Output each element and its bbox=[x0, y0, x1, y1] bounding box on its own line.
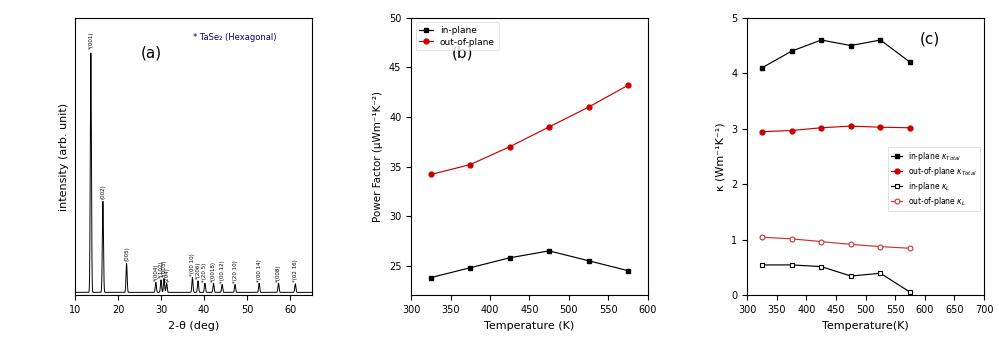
out-of-plane $\kappa_{L}$ bbox=[845, 242, 857, 246]
in-plane bbox=[425, 276, 437, 280]
Text: (005): (005) bbox=[124, 246, 129, 261]
out-of-plane bbox=[622, 83, 634, 87]
in-plane $\kappa_{L}$ bbox=[815, 265, 827, 269]
Line: in-plane $\kappa_{L}$: in-plane $\kappa_{L}$ bbox=[759, 262, 912, 294]
Text: *(004): *(004) bbox=[154, 263, 159, 281]
Text: *(001): *(001) bbox=[88, 31, 93, 49]
Text: (c): (c) bbox=[920, 32, 940, 47]
in-plane bbox=[622, 268, 634, 273]
Text: (204): (204) bbox=[164, 267, 169, 282]
out-of-plane $\kappa_{Total}$ bbox=[845, 124, 857, 128]
out-of-plane $\kappa_{Total}$ bbox=[874, 125, 886, 129]
Text: *(008): *(008) bbox=[276, 264, 281, 282]
Text: * TaSe₂ (Hexagonal): * TaSe₂ (Hexagonal) bbox=[193, 33, 277, 42]
out-of-plane $\kappa_{L}$ bbox=[874, 245, 886, 249]
out-of-plane $\kappa_{Total}$ bbox=[785, 129, 797, 133]
X-axis label: Temperature (K): Temperature (K) bbox=[485, 321, 574, 331]
in-plane bbox=[543, 249, 555, 253]
in-plane $\kappa_{L}$ bbox=[904, 290, 916, 294]
in-plane $\kappa_{L}$ bbox=[785, 263, 797, 267]
Line: out-of-plane: out-of-plane bbox=[429, 83, 630, 177]
Text: *(102): *(102) bbox=[159, 261, 164, 278]
in-plane $\kappa_{Total}$ bbox=[904, 60, 916, 64]
out-of-plane bbox=[465, 162, 477, 167]
Text: *(00 10): *(00 10) bbox=[190, 253, 195, 276]
out-of-plane $\kappa_{L}$ bbox=[785, 237, 797, 241]
in-plane $\kappa_{L}$ bbox=[756, 263, 768, 267]
Y-axis label: intensity (arb. unit): intensity (arb. unit) bbox=[59, 103, 69, 211]
Text: *(00 12): *(00 12) bbox=[220, 260, 225, 283]
Text: *(00 14): *(00 14) bbox=[257, 259, 262, 282]
Text: *(02 16): *(02 16) bbox=[293, 259, 298, 282]
Legend: in-plane $\kappa_{Total}$, out-of-plane $\kappa_{Total}$, in-plane $\kappa_{L}$,: in-plane $\kappa_{Total}$, out-of-plane … bbox=[888, 147, 980, 211]
Text: *(0018): *(0018) bbox=[211, 261, 216, 282]
Y-axis label: Power Factor (μWm⁻¹K⁻²): Power Factor (μWm⁻¹K⁻²) bbox=[374, 91, 384, 222]
out-of-plane bbox=[582, 105, 594, 109]
out-of-plane bbox=[503, 145, 515, 149]
in-plane $\kappa_{Total}$ bbox=[815, 38, 827, 42]
out-of-plane bbox=[543, 125, 555, 129]
Text: (b): (b) bbox=[452, 46, 473, 61]
X-axis label: Temperature(K): Temperature(K) bbox=[822, 321, 909, 331]
out-of-plane $\kappa_{Total}$ bbox=[756, 130, 768, 134]
Line: out-of-plane $\kappa_{L}$: out-of-plane $\kappa_{L}$ bbox=[759, 235, 912, 251]
in-plane bbox=[582, 258, 594, 263]
Text: *(20 10): *(20 10) bbox=[233, 260, 238, 283]
Line: in-plane: in-plane bbox=[429, 248, 630, 280]
Text: (a): (a) bbox=[141, 46, 163, 61]
Text: *(20 5): *(20 5) bbox=[203, 262, 208, 282]
in-plane $\kappa_{Total}$ bbox=[874, 38, 886, 42]
out-of-plane bbox=[425, 172, 437, 177]
in-plane bbox=[465, 266, 477, 270]
out-of-plane $\kappa_{L}$ bbox=[904, 246, 916, 250]
in-plane $\kappa_{Total}$ bbox=[785, 49, 797, 53]
out-of-plane $\kappa_{L}$ bbox=[815, 240, 827, 244]
Text: (002): (002) bbox=[101, 184, 106, 199]
X-axis label: 2-θ (deg): 2-θ (deg) bbox=[168, 321, 219, 331]
Legend: in-plane, out-of-plane: in-plane, out-of-plane bbox=[416, 22, 499, 50]
Text: *(206): *(206) bbox=[196, 262, 201, 279]
out-of-plane $\kappa_{Total}$ bbox=[815, 126, 827, 130]
Line: out-of-plane $\kappa_{Total}$: out-of-plane $\kappa_{Total}$ bbox=[759, 124, 912, 134]
out-of-plane $\kappa_{Total}$ bbox=[904, 126, 916, 130]
in-plane $\kappa_{Total}$ bbox=[845, 43, 857, 48]
out-of-plane $\kappa_{L}$ bbox=[756, 235, 768, 239]
Y-axis label: κ (Wm⁻¹K⁻¹): κ (Wm⁻¹K⁻¹) bbox=[715, 122, 725, 191]
in-plane $\kappa_{L}$ bbox=[845, 274, 857, 278]
Line: in-plane $\kappa_{Total}$: in-plane $\kappa_{Total}$ bbox=[759, 38, 912, 70]
Text: *(003): *(003) bbox=[162, 259, 167, 277]
in-plane bbox=[503, 256, 515, 260]
in-plane $\kappa_{Total}$ bbox=[756, 66, 768, 70]
in-plane $\kappa_{L}$ bbox=[874, 271, 886, 276]
